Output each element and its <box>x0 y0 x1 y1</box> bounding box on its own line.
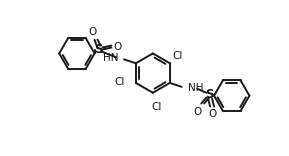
Text: O: O <box>88 27 97 37</box>
Text: O: O <box>113 41 121 52</box>
Text: Cl: Cl <box>173 51 183 61</box>
Text: S: S <box>205 88 213 101</box>
Text: S: S <box>94 43 103 56</box>
Text: O: O <box>208 109 216 119</box>
Text: NH: NH <box>188 83 203 93</box>
Text: HN: HN <box>103 53 118 63</box>
Text: Cl: Cl <box>151 102 161 112</box>
Text: O: O <box>193 107 201 117</box>
Text: Cl: Cl <box>114 77 125 87</box>
